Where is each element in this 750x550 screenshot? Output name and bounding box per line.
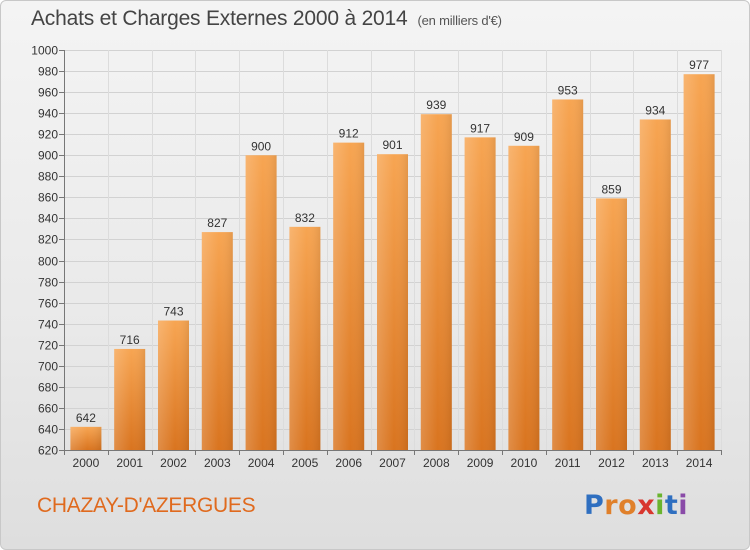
chart-subtitle: (en milliers d'€) bbox=[417, 13, 502, 28]
bar-highlight bbox=[289, 226, 321, 450]
bar-highlight bbox=[377, 154, 408, 451]
bar-highlight bbox=[70, 426, 102, 450]
y-tick-label: 700 bbox=[38, 360, 58, 374]
x-tick-label: 2002 bbox=[160, 456, 187, 470]
bar-highlight bbox=[596, 198, 627, 450]
logo-letter: t bbox=[664, 490, 679, 521]
x-tick-label: 2003 bbox=[204, 456, 231, 470]
y-tick-label: 680 bbox=[38, 381, 58, 395]
x-tick-label: 2010 bbox=[511, 456, 538, 470]
data-label: 642 bbox=[76, 411, 96, 425]
bars bbox=[70, 74, 715, 451]
bar-highlight bbox=[333, 142, 365, 450]
data-label: 912 bbox=[339, 127, 359, 141]
bar-highlight bbox=[464, 137, 496, 451]
y-tick-label: 620 bbox=[38, 444, 58, 458]
data-label: 934 bbox=[645, 103, 665, 117]
x-tick-label: 2001 bbox=[116, 456, 143, 470]
y-tick-label: 1000 bbox=[31, 44, 58, 58]
logo-letter: i bbox=[655, 490, 665, 521]
data-label: 901 bbox=[382, 138, 402, 152]
title-text: Achats et Charges Externes 2000 à 2014 bbox=[31, 7, 408, 30]
x-tick-label: 2008 bbox=[423, 456, 450, 470]
y-tick-label: 900 bbox=[38, 149, 58, 163]
y-tick-label: 660 bbox=[38, 402, 58, 416]
data-label: 716 bbox=[120, 333, 140, 347]
y-tick-label: 820 bbox=[38, 233, 58, 247]
y-tick-label: 920 bbox=[38, 128, 58, 142]
bar-highlight bbox=[245, 155, 277, 450]
y-tick-label: 640 bbox=[38, 423, 58, 437]
bar-highlight bbox=[114, 348, 146, 450]
y-tick-label: 800 bbox=[38, 255, 58, 269]
x-tick-label: 2011 bbox=[555, 456, 581, 470]
x-tick-label: 2014 bbox=[686, 456, 713, 470]
data-label: 977 bbox=[689, 58, 709, 72]
x-tick-label: 2004 bbox=[248, 456, 275, 470]
x-tick-label: 2013 bbox=[642, 456, 669, 470]
logo-letter: i bbox=[678, 490, 689, 521]
data-labels: 642 716 743 827 900 832 912 901 939 917 909 953 859 9… bbox=[76, 58, 710, 425]
bar-highlight bbox=[201, 232, 233, 450]
bar-highlight bbox=[158, 320, 189, 450]
logo-letter: o bbox=[618, 490, 638, 521]
data-label: 859 bbox=[601, 182, 621, 196]
y-tick-label: 740 bbox=[38, 318, 58, 332]
data-label: 917 bbox=[470, 121, 490, 135]
y-tick-label: 940 bbox=[38, 107, 58, 121]
y-tick-label: 840 bbox=[38, 212, 58, 226]
data-label: 827 bbox=[207, 216, 227, 230]
chart-title: Achats et Charges Externes 2000 à 2014 (e… bbox=[31, 7, 502, 31]
bar-highlight bbox=[683, 74, 715, 451]
y-tick-label: 860 bbox=[38, 191, 58, 205]
x-tick-label: 2005 bbox=[292, 456, 319, 470]
town-name: CHAZAY-D'AZERGUES bbox=[37, 494, 256, 517]
bar-highlight bbox=[639, 119, 671, 450]
proxiti-logo: Proxiti bbox=[584, 490, 688, 521]
data-label: 909 bbox=[514, 130, 534, 144]
data-label: 953 bbox=[558, 83, 578, 97]
y-tick-label: 760 bbox=[38, 297, 58, 311]
y-tick-label: 960 bbox=[38, 86, 58, 100]
axes bbox=[59, 50, 722, 455]
y-tick-label: 880 bbox=[38, 170, 58, 184]
x-tick-label: 2012 bbox=[598, 456, 625, 470]
data-label: 832 bbox=[295, 211, 315, 225]
bar-highlight bbox=[420, 114, 452, 451]
data-label: 939 bbox=[426, 98, 446, 112]
y-tick-label: 720 bbox=[38, 339, 58, 353]
tick-labels: 620 640 660 680 700 720 740 760 780 800 820 840 860 8… bbox=[31, 44, 712, 471]
bar-highlight bbox=[508, 145, 540, 450]
x-tick-label: 2009 bbox=[467, 456, 494, 470]
logo-letter: P bbox=[584, 490, 605, 521]
x-tick-label: 2000 bbox=[73, 456, 100, 470]
y-tick-label: 780 bbox=[38, 276, 58, 290]
data-label: 900 bbox=[251, 139, 271, 153]
logo-letter: x bbox=[637, 490, 656, 521]
x-tick-label: 2006 bbox=[335, 456, 362, 470]
data-label: 743 bbox=[163, 305, 183, 319]
bar-highlight bbox=[552, 99, 584, 450]
x-tick-label: 2007 bbox=[379, 456, 406, 470]
logo-letter: r bbox=[604, 490, 619, 521]
y-tick-label: 980 bbox=[38, 65, 58, 79]
